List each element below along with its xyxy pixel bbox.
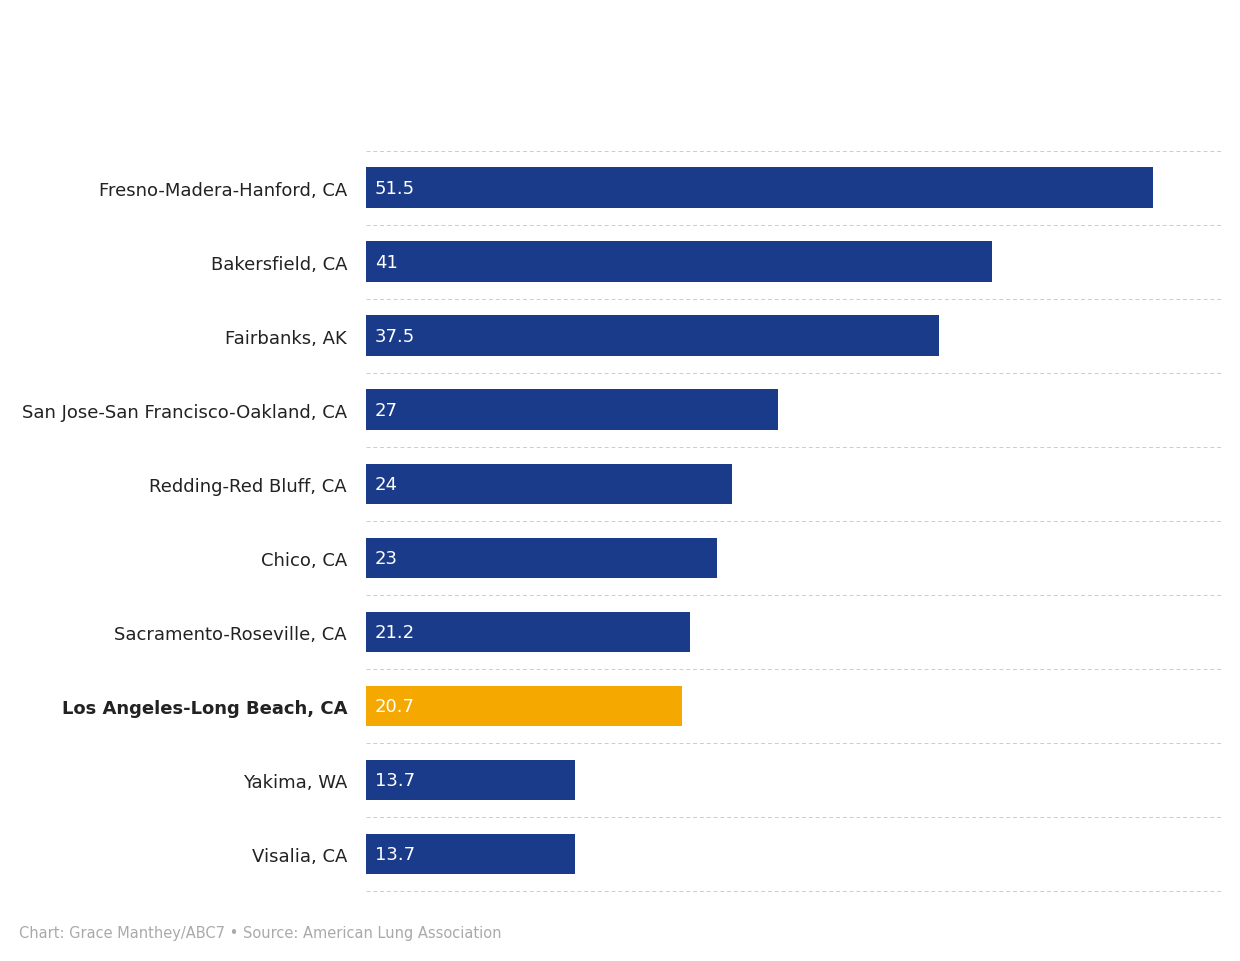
- Text: 51.5: 51.5: [374, 180, 415, 198]
- Bar: [366, 612, 689, 653]
- Bar: [366, 316, 939, 357]
- Bar: [366, 168, 1153, 209]
- Bar: [366, 242, 992, 283]
- Text: Chart: Grace Manthey/ABC7 • Source: American Lung Association: Chart: Grace Manthey/ABC7 • Source: Amer…: [19, 924, 501, 940]
- Bar: [366, 834, 575, 875]
- Text: 41: 41: [374, 254, 398, 271]
- Text: 21.2: 21.2: [374, 624, 415, 641]
- Text: 13.7: 13.7: [374, 845, 415, 863]
- Bar: [366, 538, 717, 579]
- Text: 20.7: 20.7: [374, 698, 415, 715]
- Text: Average days with high particle pollution: Average days with high particle pollutio…: [27, 95, 413, 112]
- Bar: [366, 760, 575, 801]
- Bar: [366, 464, 733, 505]
- Text: 37.5: 37.5: [374, 328, 415, 345]
- Text: 23: 23: [374, 550, 398, 567]
- Bar: [366, 686, 682, 727]
- Text: Top 10 most polluted cities/areas - Daily particle pollution: Top 10 most polluted cities/areas - Dail…: [37, 30, 991, 59]
- Bar: [366, 390, 779, 431]
- Text: 13.7: 13.7: [374, 772, 415, 789]
- Text: 27: 27: [374, 402, 398, 419]
- Text: 24: 24: [374, 476, 398, 493]
